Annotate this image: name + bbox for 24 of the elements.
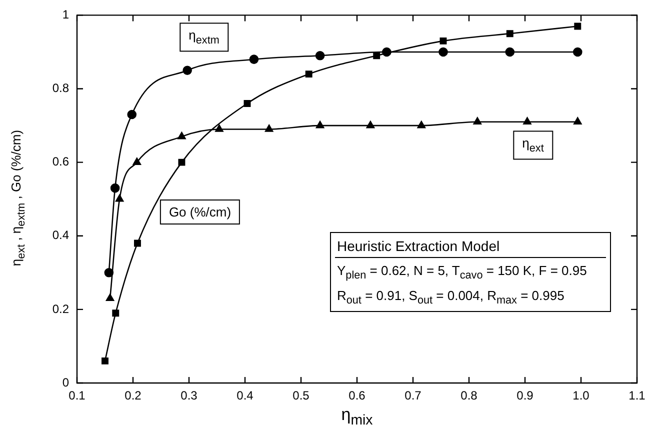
series-label: Go (%/cm) [160, 200, 240, 224]
x-tick-label: 0.5 [292, 388, 310, 403]
y-tick-label: 0 [62, 375, 70, 390]
y-tick-label: 0.4 [52, 228, 70, 242]
series-label: η$_{ext}$ [513, 130, 553, 160]
legend-label: η$_{extm}$ [180, 22, 228, 52]
y-tick-label: 0.6 [52, 154, 70, 169]
x-tick-label: 0.1 [68, 388, 86, 403]
y-tick-label: 0.2 [52, 302, 70, 316]
x-tick-label: 0.6 [348, 388, 366, 403]
x-tick-label: 1.0 [572, 388, 590, 403]
x-tick-label: 0.8 [460, 388, 478, 403]
x-tick-label: 0.7 [404, 388, 422, 403]
annotation: R$_{out}$ = 0.91, S$_{out}$ = 0.004, R$_{max}$ = 0.995 [336, 286, 566, 308]
x-tick-label: 0.3 [180, 388, 198, 403]
x-axis-title: η$_{mix}$ [341, 405, 373, 428]
annotation: Heuristic Extraction Model [335, 235, 606, 258]
x-tick-label: 0.2 [124, 388, 142, 403]
x-tick-label: 0.9 [516, 388, 534, 403]
y-tick-label: 1 [62, 8, 70, 22]
annotation: Y$_{plen}$ = 0.62, N = 5, T$_{cavo}$ = 150 K, F = 0.95 [336, 262, 588, 284]
x-tick-label: 1.1 [628, 388, 646, 403]
y-tick-label: 0.8 [52, 81, 70, 96]
x-tick-label: 0.4 [236, 388, 254, 403]
